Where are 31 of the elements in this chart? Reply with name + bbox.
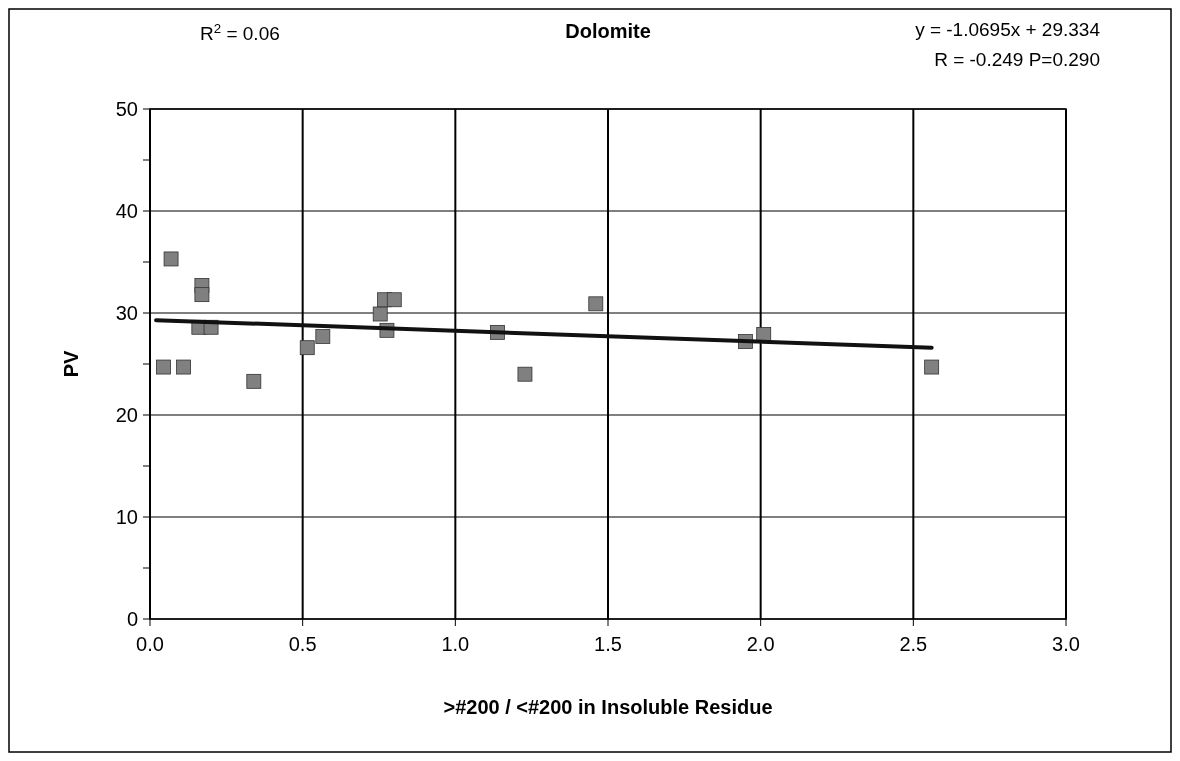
y-axis-title: PV [60,350,82,378]
point [246,373,262,389]
point [386,292,402,308]
point [194,287,210,303]
point [372,306,388,322]
text: y = -1.0695x + 29.334 [915,19,1101,40]
point [156,359,171,375]
y-tick-label: 10 [115,506,138,528]
point [517,366,533,382]
y-tick-label: 20 [115,404,138,426]
y-tick-label: 0 [126,608,138,630]
point [163,251,179,267]
y-tick-label: 50 [115,98,138,120]
chart-title: Dolomite [565,20,651,42]
x-tick-label: 1.0 [441,633,470,655]
text: R$^{2}$ = 0.06 [200,20,280,44]
x-tick-label: 1.5 [594,633,622,655]
point [176,359,191,375]
x-tick-label: 0.0 [136,633,164,655]
x-tick-label: 2.0 [746,633,775,655]
point [588,296,604,312]
text: R = -0.249 P=0.290 [934,49,1100,70]
y-tick-label: 30 [115,302,138,324]
x-axis-title: >#200 / <#200 in Insoluble Residue [443,696,773,718]
point [924,359,940,375]
y-tick-label: 40 [115,200,138,222]
point [299,340,315,356]
x-tick-label: 0.5 [288,633,317,655]
x-tick-label: 3.0 [1052,633,1080,655]
point [315,329,331,344]
x-tick-label: 2.5 [899,633,928,655]
